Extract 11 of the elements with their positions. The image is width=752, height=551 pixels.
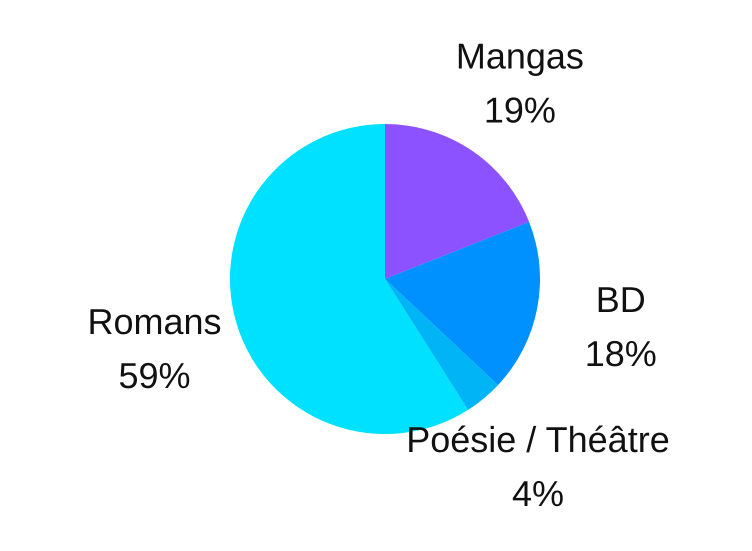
slice-label: Romans — [88, 300, 222, 342]
pie-slice — [385, 124, 530, 279]
data-label: 59% — [118, 354, 191, 396]
slice-label: Mangas — [456, 36, 584, 76]
pie-slice — [385, 222, 540, 386]
pie-slice — [385, 279, 498, 410]
slice-label: BD — [596, 278, 646, 320]
data-label: 4% — [512, 472, 564, 514]
slice-label: Poésie / Théâtre — [406, 418, 670, 460]
data-label: 18% — [584, 332, 657, 374]
data-label: 19% — [484, 90, 556, 130]
